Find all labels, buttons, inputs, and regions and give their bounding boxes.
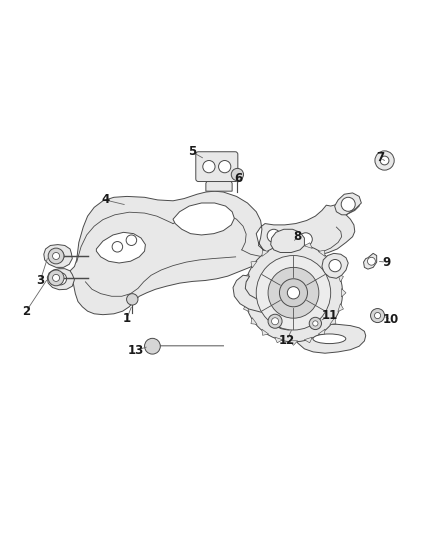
Polygon shape: [173, 203, 234, 235]
Circle shape: [52, 250, 64, 262]
Circle shape: [267, 229, 280, 243]
Polygon shape: [275, 243, 283, 248]
Polygon shape: [206, 174, 232, 191]
Circle shape: [244, 244, 343, 342]
FancyBboxPatch shape: [196, 152, 238, 182]
Polygon shape: [275, 337, 283, 343]
Polygon shape: [262, 251, 268, 256]
Circle shape: [54, 273, 67, 285]
Circle shape: [268, 314, 282, 328]
Polygon shape: [289, 341, 298, 345]
Polygon shape: [342, 288, 346, 297]
Circle shape: [112, 241, 123, 252]
Circle shape: [380, 156, 389, 165]
Circle shape: [219, 160, 231, 173]
Text: 6: 6: [235, 172, 243, 185]
Circle shape: [341, 197, 355, 211]
Polygon shape: [233, 275, 289, 313]
Polygon shape: [304, 243, 312, 248]
Circle shape: [367, 257, 375, 265]
Circle shape: [127, 294, 138, 305]
Polygon shape: [289, 240, 298, 245]
Polygon shape: [330, 261, 336, 268]
Circle shape: [48, 248, 64, 264]
Circle shape: [329, 260, 341, 272]
Polygon shape: [318, 251, 325, 256]
Circle shape: [231, 168, 244, 181]
Polygon shape: [44, 245, 72, 268]
Polygon shape: [251, 318, 257, 325]
Circle shape: [279, 279, 307, 307]
Circle shape: [203, 160, 215, 173]
Text: 4: 4: [101, 193, 109, 206]
Circle shape: [309, 317, 321, 329]
Circle shape: [313, 321, 318, 326]
Text: 1: 1: [123, 312, 131, 325]
Text: 9: 9: [382, 256, 390, 269]
Polygon shape: [335, 193, 361, 215]
Circle shape: [287, 287, 300, 299]
Text: 5: 5: [188, 146, 196, 158]
Circle shape: [53, 274, 60, 281]
Circle shape: [272, 318, 279, 325]
Circle shape: [145, 338, 160, 354]
Text: 3: 3: [36, 274, 44, 287]
Polygon shape: [338, 304, 343, 312]
Polygon shape: [241, 288, 245, 297]
Polygon shape: [322, 253, 348, 278]
Text: 8: 8: [294, 230, 302, 243]
Circle shape: [374, 312, 381, 319]
Polygon shape: [271, 311, 298, 330]
Polygon shape: [318, 329, 325, 335]
Text: 10: 10: [382, 313, 399, 326]
Circle shape: [48, 270, 64, 286]
Polygon shape: [338, 274, 343, 282]
Text: 11: 11: [321, 309, 338, 322]
Polygon shape: [330, 318, 336, 325]
Text: 2: 2: [22, 305, 30, 318]
Polygon shape: [244, 274, 249, 282]
Circle shape: [256, 255, 331, 330]
Text: 7: 7: [376, 151, 384, 164]
Circle shape: [283, 230, 296, 243]
Polygon shape: [304, 337, 312, 343]
Circle shape: [371, 309, 385, 322]
Polygon shape: [47, 269, 74, 290]
Circle shape: [53, 253, 60, 260]
Polygon shape: [244, 304, 249, 312]
Polygon shape: [70, 191, 359, 314]
Polygon shape: [262, 329, 268, 335]
Circle shape: [375, 151, 394, 170]
Text: 12: 12: [279, 334, 295, 346]
Text: 13: 13: [127, 344, 144, 357]
Ellipse shape: [313, 334, 346, 344]
Polygon shape: [293, 324, 366, 353]
Circle shape: [268, 268, 319, 318]
Circle shape: [126, 235, 137, 246]
Polygon shape: [364, 253, 377, 269]
Polygon shape: [251, 261, 257, 268]
Circle shape: [299, 233, 312, 246]
Polygon shape: [271, 229, 304, 253]
Polygon shape: [96, 232, 145, 263]
